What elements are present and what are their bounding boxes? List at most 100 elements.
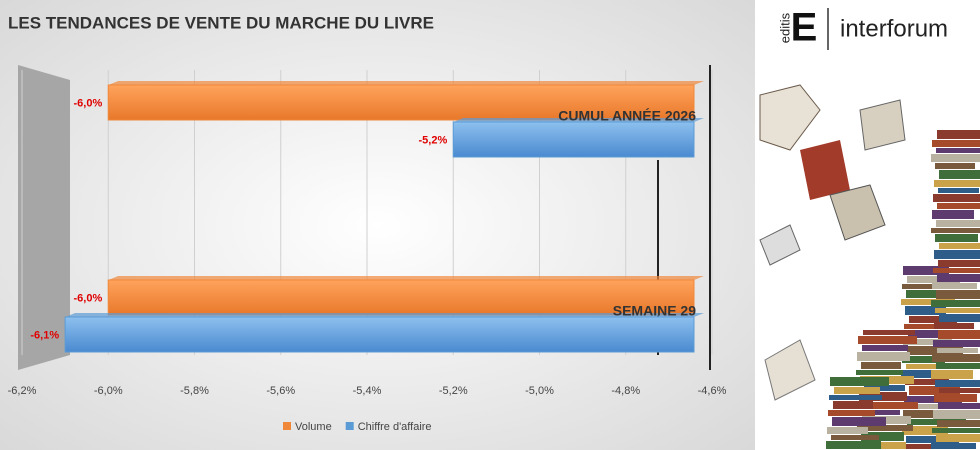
bar-top	[65, 313, 704, 317]
book	[830, 377, 889, 386]
logo-name: interforum	[840, 15, 948, 42]
book	[859, 392, 907, 401]
book	[931, 154, 980, 162]
book	[828, 410, 875, 416]
book	[935, 234, 978, 242]
value-label: -5,2%	[419, 134, 448, 146]
book	[863, 402, 918, 409]
value-label: -6,0%	[74, 97, 103, 109]
legend-label: Volume	[295, 421, 332, 433]
book	[909, 386, 960, 395]
book	[932, 354, 980, 362]
chart-background	[0, 0, 755, 450]
book	[826, 441, 881, 449]
book	[827, 427, 868, 434]
x-tick-label: -6,2%	[8, 385, 37, 397]
category-label: SEMAINE 29	[613, 303, 696, 319]
book	[906, 364, 956, 369]
book	[934, 180, 980, 187]
book	[908, 404, 953, 409]
book	[904, 324, 959, 329]
bar	[452, 121, 695, 158]
book	[937, 420, 980, 427]
book	[861, 432, 904, 441]
book	[936, 434, 980, 442]
book	[834, 387, 880, 394]
book	[938, 403, 980, 409]
book	[937, 274, 980, 282]
side-wall	[18, 65, 70, 370]
book	[938, 188, 979, 193]
book	[861, 362, 901, 369]
book	[901, 370, 958, 378]
book	[935, 308, 980, 313]
legend-swatch	[345, 422, 354, 430]
x-tick-label: -6,0%	[94, 385, 123, 397]
bar	[107, 84, 695, 121]
legend-swatch	[283, 422, 291, 430]
book	[905, 379, 949, 385]
book	[932, 140, 980, 147]
book	[939, 170, 980, 179]
book	[932, 210, 974, 219]
book	[906, 290, 953, 298]
book	[935, 163, 975, 169]
book	[939, 243, 980, 249]
book	[858, 336, 917, 344]
book	[906, 436, 959, 443]
book	[932, 283, 977, 289]
book	[864, 385, 905, 391]
book	[907, 419, 966, 425]
book	[933, 194, 980, 202]
plot: -6,2% -6,0% -5,8% -5,6% -5,4% -5,2% -5,0% -4,8%…	[8, 70, 727, 433]
book	[907, 346, 963, 355]
book	[937, 203, 980, 209]
book	[856, 370, 903, 375]
book	[901, 299, 955, 305]
book	[938, 330, 980, 339]
book	[905, 306, 946, 315]
book	[863, 330, 915, 335]
x-tick-label: -4,8%	[611, 385, 640, 397]
book	[901, 444, 941, 449]
book	[934, 323, 974, 329]
x-tick-label: -4,6%	[698, 385, 727, 397]
x-tick-label: -5,4%	[353, 385, 382, 397]
book	[932, 428, 980, 433]
book	[938, 260, 980, 267]
book	[933, 268, 980, 273]
book	[936, 363, 980, 369]
book	[858, 410, 900, 415]
book	[935, 380, 980, 387]
book	[903, 266, 949, 275]
book	[903, 339, 952, 345]
book	[862, 416, 911, 424]
book	[904, 396, 962, 403]
x-tick-label: -5,2%	[439, 385, 468, 397]
book	[933, 340, 980, 347]
bar-top	[108, 276, 704, 280]
legend-label: Chiffre d'affaire	[358, 421, 432, 433]
book	[931, 370, 973, 379]
logo-letter: E	[791, 6, 818, 50]
book	[902, 284, 942, 289]
book	[829, 395, 882, 400]
book	[903, 410, 955, 418]
books-illustration	[759, 84, 980, 449]
book	[931, 443, 976, 449]
bar	[64, 316, 695, 353]
book	[862, 345, 908, 351]
x-tick-label: -5,6%	[266, 385, 295, 397]
book	[833, 401, 873, 409]
book	[939, 314, 980, 322]
book	[936, 220, 980, 227]
book	[931, 300, 980, 307]
bar-top	[453, 118, 704, 122]
value-label: -6,1%	[30, 329, 59, 341]
book	[934, 394, 977, 402]
book	[902, 356, 945, 363]
x-tick-label: -5,8%	[180, 385, 209, 397]
book	[909, 316, 957, 323]
book	[831, 435, 879, 440]
